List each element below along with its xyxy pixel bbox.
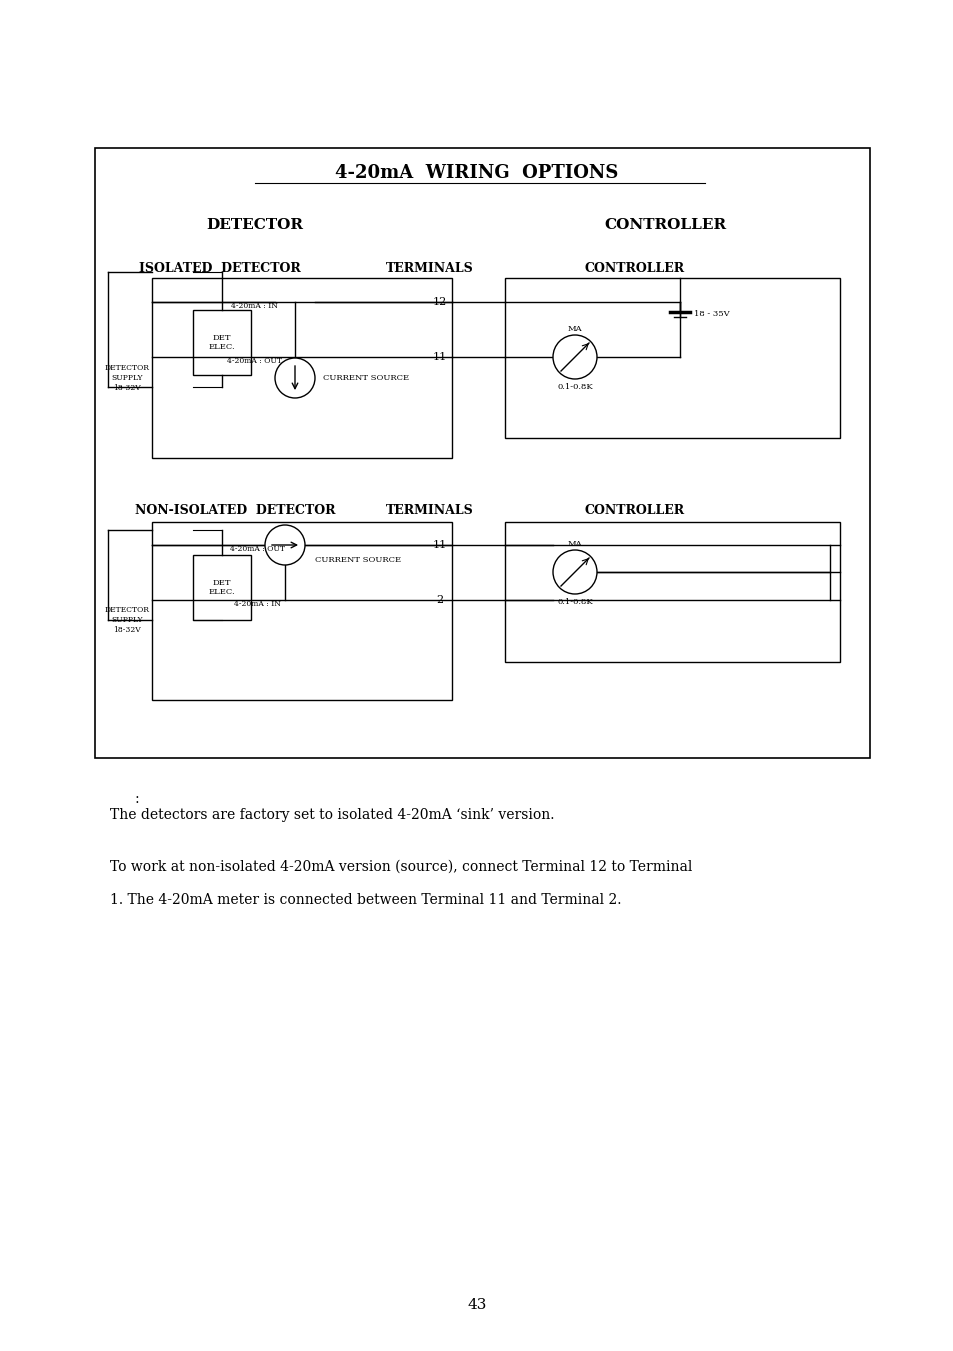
Text: TERMINALS: TERMINALS [386, 504, 474, 516]
Text: ISOLATED  DETECTOR: ISOLATED DETECTOR [139, 262, 300, 274]
Text: 1. The 4-20mA meter is connected between Terminal 11 and Terminal 2.: 1. The 4-20mA meter is connected between… [110, 893, 620, 907]
Text: 4-20mA : IN: 4-20mA : IN [234, 600, 281, 608]
Text: DETECTOR
SUPPLY
18-32V: DETECTOR SUPPLY 18-32V [105, 607, 150, 634]
Text: 0.1-0.8K: 0.1-0.8K [557, 382, 592, 390]
Text: :: : [135, 792, 139, 807]
Text: To work at non-isolated 4-20mA version (source), connect Terminal 12 to Terminal: To work at non-isolated 4-20mA version (… [110, 861, 692, 874]
Text: DETECTOR: DETECTOR [206, 218, 303, 232]
Circle shape [265, 526, 305, 565]
Text: CONTROLLER: CONTROLLER [584, 262, 684, 274]
Bar [152, 278, 452, 458]
Text: NON-ISOLATED  DETECTOR: NON-ISOLATED DETECTOR [134, 504, 335, 516]
Bar [193, 555, 251, 620]
Bar [193, 309, 251, 376]
Text: 4-20mA : OUT: 4-20mA : OUT [231, 544, 285, 553]
Text: 4-20mA  WIRING  OPTIONS: 4-20mA WIRING OPTIONS [335, 163, 618, 182]
Circle shape [553, 335, 597, 380]
Text: DET
ELEC.: DET ELEC. [209, 334, 235, 351]
Text: 2: 2 [436, 594, 443, 605]
Bar [95, 149, 869, 758]
Text: DETECTOR
SUPPLY
18-32V: DETECTOR SUPPLY 18-32V [105, 365, 150, 392]
Text: 18 - 35V: 18 - 35V [693, 309, 729, 317]
Text: 11: 11 [433, 540, 447, 550]
Text: CONTROLLER: CONTROLLER [584, 504, 684, 516]
Text: 4-20mA : IN: 4-20mA : IN [232, 303, 278, 309]
Text: CURRENT SOURCE: CURRENT SOURCE [323, 374, 409, 382]
Text: 12: 12 [433, 297, 447, 307]
Circle shape [553, 550, 597, 594]
Text: CURRENT SOURCE: CURRENT SOURCE [314, 557, 400, 563]
Text: CONTROLLER: CONTROLLER [603, 218, 725, 232]
Bar [504, 521, 840, 662]
Text: MA: MA [567, 326, 581, 332]
Bar [504, 278, 840, 438]
Bar [152, 521, 452, 700]
Text: MA: MA [567, 540, 581, 549]
Text: DET
ELEC.: DET ELEC. [209, 578, 235, 596]
Text: 43: 43 [467, 1298, 486, 1312]
Text: 11: 11 [433, 353, 447, 362]
Text: The detectors are factory set to isolated 4-20mA ‘sink’ version.: The detectors are factory set to isolate… [110, 808, 554, 821]
Text: TERMINALS: TERMINALS [386, 262, 474, 274]
Text: 0.1-0.8K: 0.1-0.8K [557, 598, 592, 607]
Text: 4-20mA : OUT: 4-20mA : OUT [227, 357, 282, 365]
Circle shape [274, 358, 314, 399]
